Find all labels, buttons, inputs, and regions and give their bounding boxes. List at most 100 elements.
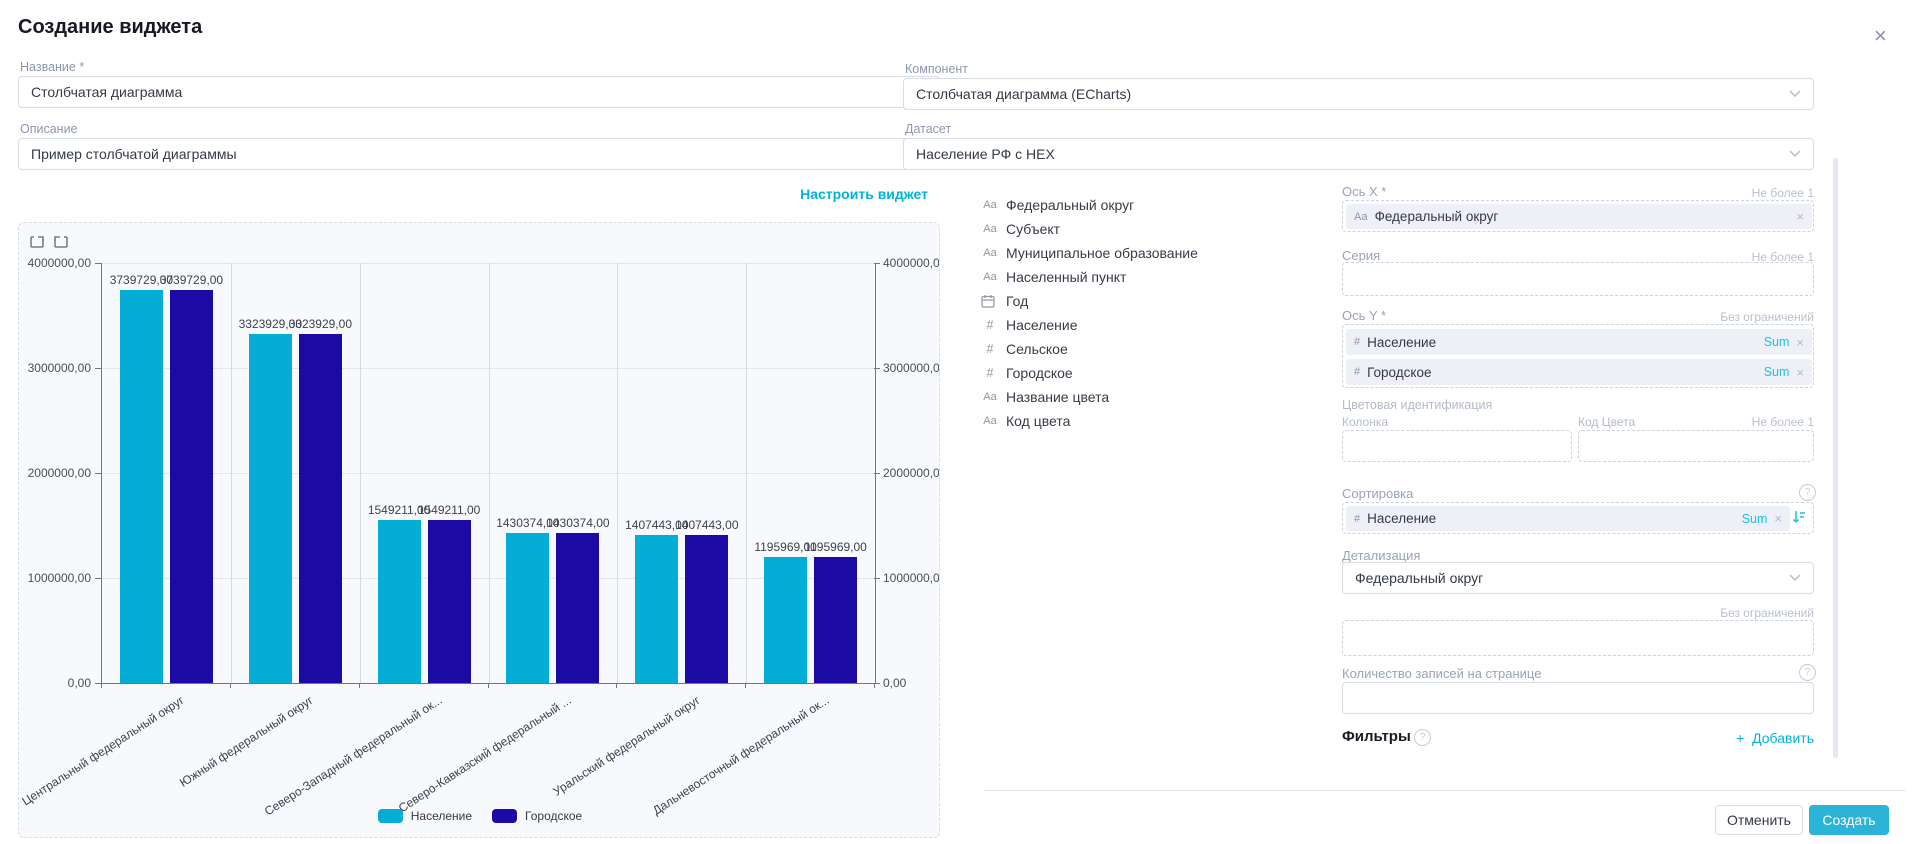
y-axis-tick-label: 2000000,00 [883,466,940,480]
page-title: Создание виджета [18,16,203,38]
field-item-subekt[interactable]: Аа Субъект [981,218,1311,240]
sorting-dropzone[interactable]: # Население Sum × [1342,502,1814,534]
field-item-naselennyj-punkt[interactable]: Аа Населенный пункт [981,266,1311,288]
bar-value-label: 1407443,00 [625,518,689,533]
bar-Население-5[interactable] [764,557,808,683]
field-item-naselenie[interactable]: # Население [981,314,1311,336]
bar-value-label: 3323929,00 [288,317,352,331]
bar-value-label: 3739729,00 [159,273,224,288]
detail-hint: Без ограничений [1720,606,1814,620]
bar-Городское-2[interactable] [427,520,471,683]
legend-label: Городское [525,809,583,823]
x-axis-tick [745,683,747,688]
sort-direction-icon[interactable] [1791,509,1807,525]
sorting-chip[interactable]: # Население Sum × [1346,506,1790,531]
bar-value-label: 1195969,00 [754,540,817,555]
footer-divider [983,790,1906,791]
bar-Население-0[interactable] [119,290,163,683]
field-label: Год [1006,293,1029,309]
component-select[interactable]: Столбчатая диаграмма (ECharts) [903,78,1814,110]
detail-select[interactable]: Федеральный округ [1342,562,1814,594]
create-button[interactable]: Создать [1809,805,1889,835]
configure-widget-link[interactable]: Настроить виджет [800,186,928,202]
bar-Городское-5[interactable] [814,557,858,683]
x-axis-dropzone[interactable]: Аа Федеральный округ × [1342,200,1814,232]
detail-dropzone[interactable] [1342,620,1814,656]
remove-icon[interactable]: × [1796,334,1804,350]
x-axis-category-label: Южный федеральный округ [177,693,316,790]
gridline-vertical [746,263,748,683]
bar-Население-2[interactable] [377,520,421,683]
dataset-label: Датасет [905,122,952,136]
detail-label: Детализация [1342,548,1421,563]
bar-Население-4[interactable] [635,535,679,683]
gridline-vertical [359,263,361,683]
y-axis-tick-label: 1000000,00 [27,571,91,585]
color-ident-column-dropzone[interactable] [1342,430,1572,462]
aggregation-badge[interactable]: Sum [1741,511,1768,526]
sorting-help-icon[interactable]: ? [1799,484,1816,501]
dataset-select[interactable]: Население РФ с HEX [903,138,1814,170]
y-axis-tick [95,263,101,264]
field-label: Субъект [1006,221,1061,237]
bar-Городское-0[interactable] [169,290,213,683]
name-input[interactable] [18,76,940,108]
field-item-kod-cveta[interactable]: Аа Код цвета [981,410,1311,432]
y-axis-chip-gorodskoe[interactable]: # Городское Sum × [1346,359,1812,385]
remove-icon[interactable]: × [1774,511,1782,526]
field-item-federalnyj-okrug[interactable]: Аа Федеральный округ [981,194,1311,216]
x-axis-chip[interactable]: Аа Федеральный округ × [1346,204,1812,229]
page-size-help-icon[interactable]: ? [1799,664,1816,681]
cancel-button[interactable]: Отменить [1715,805,1803,835]
legend-swatch-naselenie [377,809,403,823]
number-field-icon: # [986,318,994,332]
field-item-nazvanie-cveta[interactable]: Аа Название цвета [981,386,1311,408]
gridline-vertical [617,263,619,683]
field-item-municipalnoe-obrazovanie[interactable]: Аа Муниципальное образование [981,242,1311,264]
color-ident-code-label: Код Цвета [1578,415,1636,429]
sorting-chip-label: Население [1367,511,1437,526]
close-icon[interactable]: × [1868,24,1893,48]
field-label: Федеральный округ [1006,197,1135,213]
page-size-input[interactable] [1342,682,1814,714]
x-axis-category-label: Центральный федеральный округ [19,693,188,809]
bar-value-label: 3739729,00 [109,273,174,288]
chart-legend: Население Городское [19,809,939,823]
y-axis-dropzone[interactable]: # Население Sum × # Городское Sum × [1342,324,1814,388]
toolbox-restore-icon[interactable] [52,235,69,250]
legend-item-naselenie[interactable]: Население [377,809,472,823]
field-item-selskoe[interactable]: # Сельское [981,338,1311,360]
bar-Население-3[interactable] [506,532,550,683]
y-axis-tick-label: 0,00 [67,676,91,690]
y-axis-chip-naselenie[interactable]: # Население Sum × [1346,329,1812,355]
bar-Городское-4[interactable] [685,535,729,683]
color-ident-code-dropzone[interactable] [1578,430,1814,462]
remove-icon[interactable]: × [1796,364,1804,380]
aggregation-badge[interactable]: Sum [1763,335,1790,349]
bar-Городское-3[interactable] [556,532,600,683]
add-filter-button[interactable]: + Добавить [1736,730,1814,746]
y-axis-tick-label: 1000000,00 [883,571,940,585]
gridline-vertical [230,263,232,683]
field-label: Городское [1006,365,1073,381]
series-dropzone[interactable] [1342,262,1814,296]
filters-help-icon[interactable]: ? [1414,729,1431,746]
description-input[interactable] [18,138,940,170]
component-value: Столбчатая диаграмма (ECharts) [916,86,1132,102]
filters-label: Фильтры [1342,728,1411,745]
x-axis-tick [874,683,875,688]
bar-Население-1[interactable] [248,334,292,683]
config-scrollbar[interactable] [1833,158,1838,758]
field-item-gorodskoe[interactable]: # Городское [981,362,1311,384]
toolbox-save-image-icon[interactable] [29,235,46,250]
field-item-god[interactable]: Год [981,290,1311,312]
remove-icon[interactable]: × [1796,209,1804,224]
aggregation-badge[interactable]: Sum [1763,365,1790,379]
x-axis-category-label: Уральский федеральный округ [550,693,703,799]
chevron-down-icon [1789,574,1801,582]
number-field-icon: # [986,342,994,356]
y-axis-tick [95,473,101,474]
legend-item-gorodskoe[interactable]: Городское [492,809,582,823]
bar-Городское-1[interactable] [298,334,342,683]
y-axis-hint: Без ограничений [1720,310,1814,324]
